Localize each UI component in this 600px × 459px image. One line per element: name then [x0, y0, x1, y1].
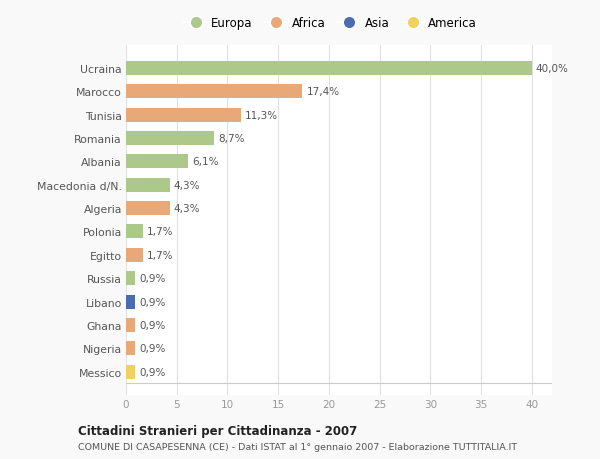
Bar [126, 341, 135, 356]
Bar [126, 85, 302, 99]
Bar [126, 295, 135, 309]
Text: 1,7%: 1,7% [148, 250, 174, 260]
Bar [126, 108, 241, 123]
Text: 11,3%: 11,3% [245, 111, 278, 120]
Text: 0,9%: 0,9% [139, 344, 166, 353]
Bar [126, 365, 135, 379]
Text: 6,1%: 6,1% [192, 157, 218, 167]
Text: 17,4%: 17,4% [307, 87, 340, 97]
Text: 0,9%: 0,9% [139, 367, 166, 377]
Legend: Europa, Africa, Asia, America: Europa, Africa, Asia, America [184, 17, 477, 30]
Bar [126, 272, 135, 285]
Bar [126, 318, 135, 332]
Text: COMUNE DI CASAPESENNA (CE) - Dati ISTAT al 1° gennaio 2007 - Elaborazione TUTTIT: COMUNE DI CASAPESENNA (CE) - Dati ISTAT … [78, 442, 517, 451]
Text: 0,9%: 0,9% [139, 274, 166, 284]
Bar [126, 225, 143, 239]
Bar [126, 62, 532, 76]
Bar [126, 155, 188, 169]
Text: 4,3%: 4,3% [173, 204, 200, 213]
Text: 0,9%: 0,9% [139, 297, 166, 307]
Bar [126, 132, 214, 146]
Text: 1,7%: 1,7% [148, 227, 174, 237]
Bar [126, 202, 170, 216]
Bar [126, 179, 170, 192]
Text: 8,7%: 8,7% [218, 134, 245, 144]
Bar [126, 248, 143, 262]
Text: 0,9%: 0,9% [139, 320, 166, 330]
Text: 40,0%: 40,0% [536, 64, 569, 74]
Text: 4,3%: 4,3% [173, 180, 200, 190]
Text: Cittadini Stranieri per Cittadinanza - 2007: Cittadini Stranieri per Cittadinanza - 2… [78, 424, 357, 437]
